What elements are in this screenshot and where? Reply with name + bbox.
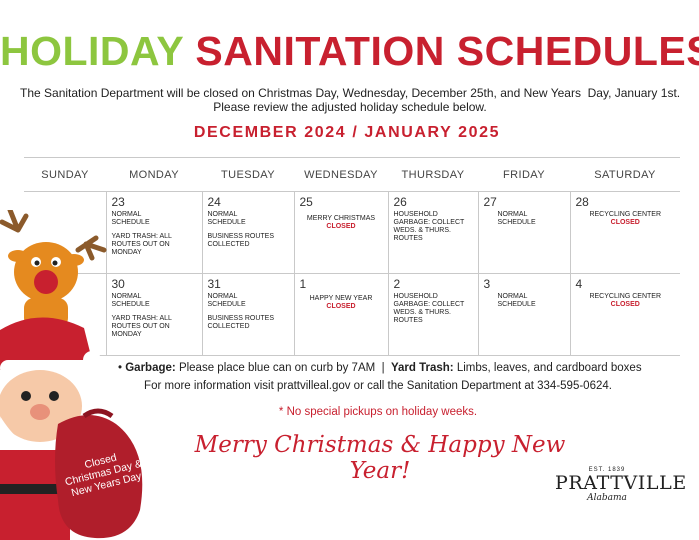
- calendar-cell: 27 NORMAL SCHEDULE: [477, 191, 571, 274]
- day-number: 28: [575, 195, 589, 209]
- more-info-text: For more information visit prattvilleal.…: [144, 380, 612, 392]
- calendar-cell: 23 NORMAL SCHEDULE YARD TRASH: ALL ROUTE…: [105, 191, 203, 274]
- calendar-cell: 30 NORMAL SCHEDULE YARD TRASH: ALL ROUTE…: [105, 273, 203, 356]
- page-title: HOLIDAY SANITATION SCHEDULES: [0, 28, 699, 75]
- holiday-illustration: [0, 210, 143, 540]
- yard-trash-label: Yard Trash:: [390, 362, 454, 374]
- weekday-wednesday: WEDNESDAY: [294, 157, 388, 192]
- day-note: BUSINESS ROUTES COLLECTED: [207, 233, 275, 248]
- yard-trash-text: Limbs, leaves, and cardboard boxes: [456, 362, 642, 374]
- weekday-sunday: SUNDAY: [24, 157, 106, 192]
- day-note: YARD TRASH: ALL ROUTES OUT ON MONDAY: [111, 315, 172, 338]
- holiday-greeting: Merry Christmas & Happy New Year!: [194, 432, 566, 484]
- gift-bag-illustration: [55, 408, 143, 539]
- intro-line-2: Please review the adjusted holiday sched…: [213, 100, 487, 114]
- intro-text: The Sanitation Department will be closed…: [20, 86, 680, 114]
- calendar-cell: 4 RECYCLING CENTER CLOSED: [569, 273, 680, 356]
- day-note: RECYCLING CENTER: [589, 211, 662, 218]
- separator: |: [381, 362, 385, 374]
- day-note: NORMAL SCHEDULE: [111, 293, 150, 308]
- weekday-tuesday: TUESDAY: [202, 157, 294, 192]
- day-note: HAPPY NEW YEAR: [309, 295, 373, 302]
- intro-line-1: The Sanitation Department will be closed…: [20, 86, 681, 100]
- calendar-cell: 28 RECYCLING CENTER CLOSED: [569, 191, 680, 274]
- no-special-pickups-note: * No special pickups on holiday weeks.: [278, 406, 478, 418]
- day-number: 1: [299, 277, 307, 291]
- calendar-cell: 26 HOUSEHOLD GARBAGE: COLLECT WEDS. & TH…: [387, 191, 479, 274]
- day-number: 23: [111, 195, 125, 209]
- day-note: NORMAL SCHEDULE: [207, 211, 246, 226]
- day-number: 27: [483, 195, 497, 209]
- weekday-friday: FRIDAY: [478, 157, 570, 192]
- weekday-saturday: SATURDAY: [570, 157, 680, 192]
- month-heading: DECEMBER 2024 / JANUARY 2025: [193, 124, 501, 141]
- calendar-cell: 24 NORMAL SCHEDULE BUSINESS ROUTES COLLE…: [201, 191, 295, 274]
- calendar-cell: 25 MERRY CHRISTMAS CLOSED: [293, 191, 389, 274]
- day-number: 30: [111, 277, 125, 291]
- day-number: 24: [207, 195, 221, 209]
- logo-state: Alabama: [587, 493, 627, 503]
- title-holiday: HOLIDAY: [0, 28, 184, 74]
- day-number: 25: [299, 195, 313, 209]
- reindeer-illustration: [0, 210, 107, 328]
- weekday-monday: MONDAY: [106, 157, 202, 192]
- weekday-header-row: SUNDAY MONDAY TUESDAY WEDNESDAY THURSDAY…: [24, 157, 680, 192]
- closed-label: CLOSED: [610, 219, 640, 226]
- weekday-thursday: THURSDAY: [388, 157, 478, 192]
- day-note: HOUSEHOLD GARBAGE: COLLECT WEDS. & THURS…: [393, 211, 465, 242]
- day-note: NORMAL SCHEDULE: [111, 211, 150, 226]
- garbage-label: Garbage:: [125, 362, 176, 374]
- day-number: 2: [393, 277, 401, 291]
- logo-est: EST. 1839: [588, 467, 626, 473]
- closed-label: CLOSED: [610, 301, 640, 308]
- closed-label: CLOSED: [326, 303, 356, 310]
- day-note: NORMAL SCHEDULE: [497, 293, 536, 308]
- garbage-text: Please place blue can on curb by 7AM: [178, 362, 376, 374]
- day-note: HOUSEHOLD GARBAGE: COLLECT WEDS. & THURS…: [393, 293, 465, 324]
- pickup-instructions: • Garbage: Please place blue can on curb…: [118, 361, 658, 375]
- calendar-week-row: 23 NORMAL SCHEDULE YARD TRASH: ALL ROUTE…: [24, 191, 680, 274]
- calendar-table: SUNDAY MONDAY TUESDAY WEDNESDAY THURSDAY…: [24, 157, 680, 356]
- calendar-cell: 3 NORMAL SCHEDULE: [477, 273, 571, 356]
- day-note: NORMAL SCHEDULE: [207, 293, 246, 308]
- calendar-week-row: 30 NORMAL SCHEDULE YARD TRASH: ALL ROUTE…: [24, 273, 680, 356]
- day-note: YARD TRASH: ALL ROUTES OUT ON MONDAY: [111, 233, 172, 256]
- calendar-cell: 2 HOUSEHOLD GARBAGE: COLLECT WEDS. & THU…: [387, 273, 479, 356]
- calendar-cell: 1 HAPPY NEW YEAR CLOSED: [293, 273, 389, 356]
- day-note: MERRY CHRISTMAS: [306, 215, 376, 222]
- logo-name: PRATTVILLE: [555, 472, 687, 494]
- day-note: BUSINESS ROUTES COLLECTED: [207, 315, 275, 330]
- title-sanitation-schedules: SANITATION SCHEDULES: [195, 28, 699, 74]
- day-note: NORMAL SCHEDULE: [497, 211, 536, 226]
- day-number: 3: [483, 277, 491, 291]
- day-number: 4: [575, 277, 583, 291]
- bullet-glyph: •: [118, 362, 123, 374]
- day-number: 26: [393, 195, 407, 209]
- day-number: 31: [207, 277, 221, 291]
- closed-label: CLOSED: [326, 223, 356, 230]
- prattville-logo: EST. 1839 PRATTVILLE Alabama: [555, 467, 687, 519]
- day-note: RECYCLING CENTER: [589, 293, 662, 300]
- calendar-cell: 31 NORMAL SCHEDULE BUSINESS ROUTES COLLE…: [201, 273, 295, 356]
